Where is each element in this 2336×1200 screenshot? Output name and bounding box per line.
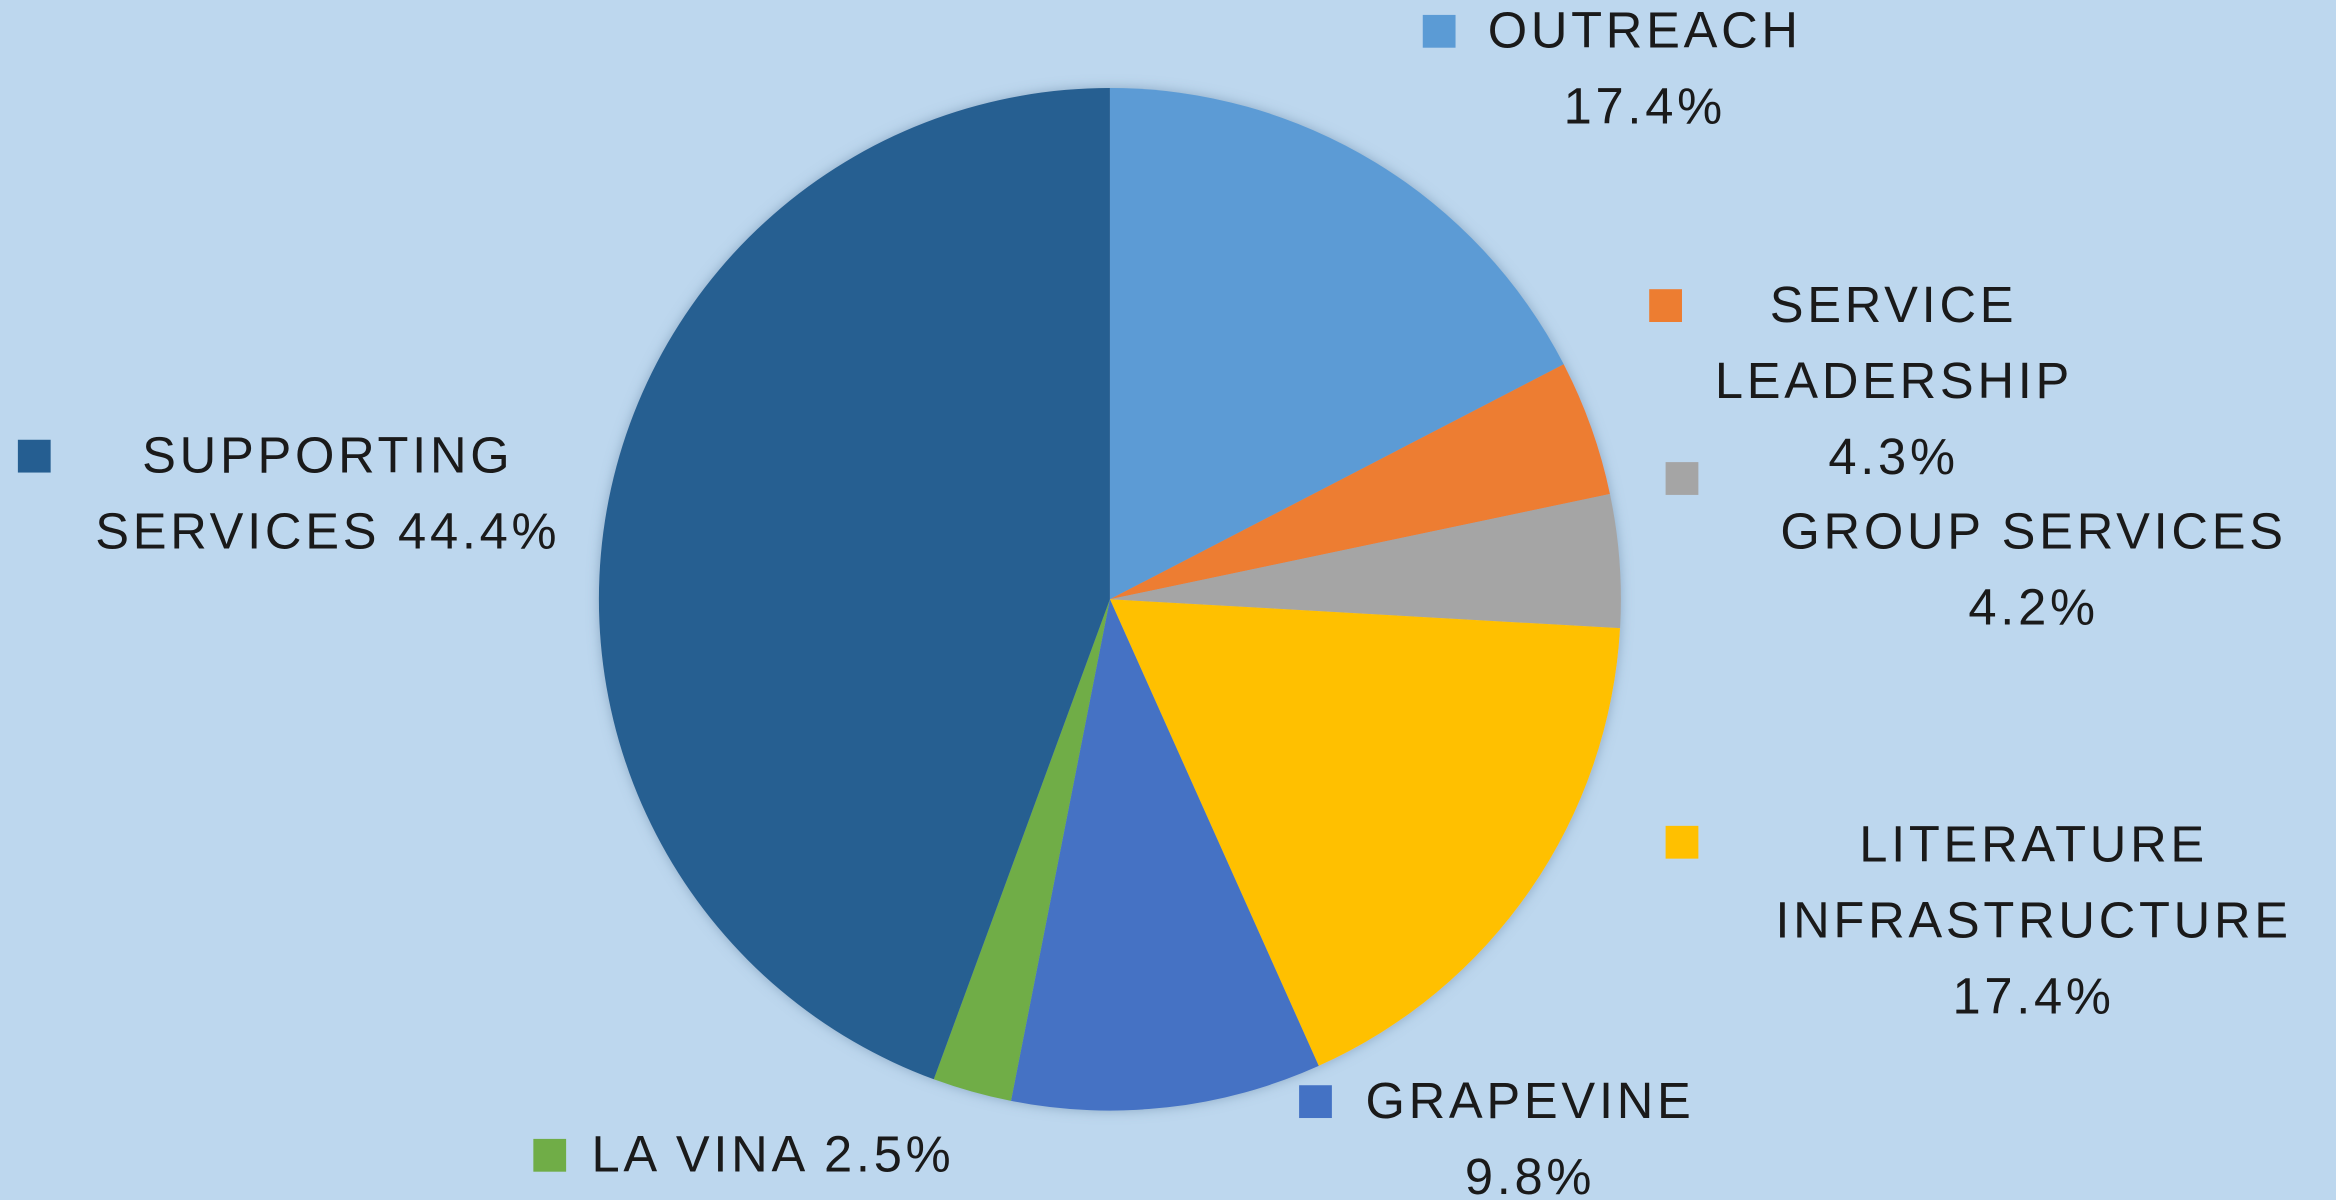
category-label: GROUP SERVICES [1780, 503, 2287, 561]
legend-marker [1299, 1085, 1332, 1119]
value-label: 9.8% [1464, 1149, 1596, 1200]
slice-label: SERVICE LEADERSHIP 4.3% [1663, 268, 2125, 496]
legend-marker [1665, 462, 1699, 495]
category-label: LA VINA [591, 1126, 807, 1184]
value-label: 4.3% [1828, 429, 1959, 486]
value-label: 17.4% [1952, 968, 2115, 1026]
legend-marker [1665, 825, 1699, 859]
slice-label: LITERATURE INFRASTRUCTURE 17.4% [1743, 808, 2324, 1036]
legend-marker [1649, 289, 1682, 322]
category-label: OUTREACH [1487, 2, 1802, 60]
pie-slice [1109, 87, 1564, 600]
legend-marker [1422, 14, 1456, 48]
slice-label: LA VINA 2.5% [591, 1118, 1217, 1194]
legend-marker [533, 1138, 567, 1172]
legend-marker [17, 439, 51, 473]
pie-slice [1109, 599, 1621, 1066]
slice-label: GRAPEVINE 9.8% [1338, 1064, 1722, 1200]
value-label: 44.4% [398, 503, 561, 561]
pie [598, 87, 1621, 1111]
slice-label: GROUP SERVICES 4.2% [1743, 495, 2324, 647]
category-label: SUPPORTING SERVICES [95, 427, 514, 561]
slice-label: OUTREACH 17.4% [1453, 0, 1837, 146]
value-label: 2.5% [823, 1126, 955, 1184]
category-label: LITERATURE INFRASTRUCTURE [1775, 816, 2292, 950]
value-label: 4.2% [1968, 579, 2099, 637]
pie-slice [1109, 494, 1621, 629]
pie-slice [1010, 599, 1319, 1111]
pie-slice [933, 599, 1110, 1101]
category-label: SERVICE LEADERSHIP [1714, 277, 2073, 410]
category-label: GRAPEVINE [1365, 1073, 1695, 1130]
pie-slice [1109, 364, 1610, 600]
slice-label: SUPPORTING SERVICES 44.4% [60, 419, 596, 571]
pie-slice [598, 87, 1110, 1080]
value-label: 17.4% [1563, 79, 1726, 136]
